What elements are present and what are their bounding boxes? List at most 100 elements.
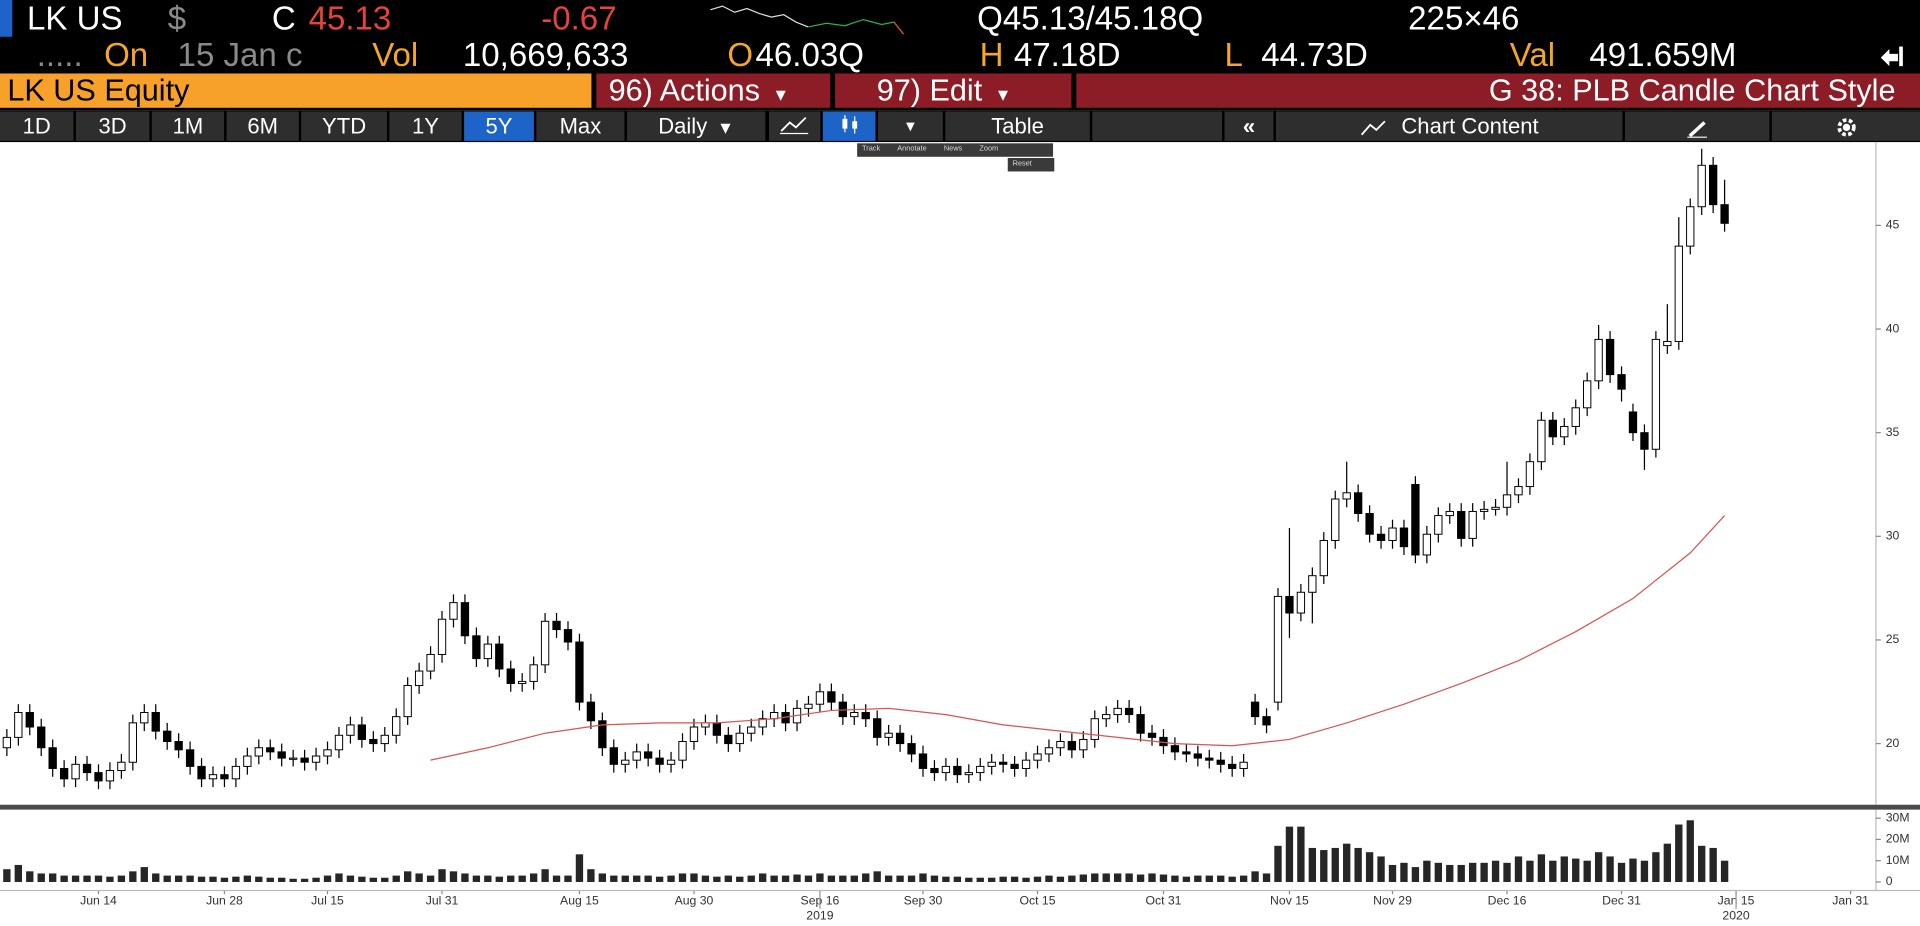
range-button[interactable]: 3D <box>75 111 150 141</box>
chart: 20 25 30 35 40 45 Jun 14 Jun 28 Jul 15 Jul 31 Aug … <box>0 142 1920 922</box>
collapse-button[interactable]: « <box>1224 111 1274 141</box>
volume-bar <box>1136 874 1145 882</box>
candle-body <box>1411 484 1420 556</box>
candle-body <box>689 726 699 743</box>
security-box[interactable]: LK US Equity <box>0 73 592 108</box>
candle-body <box>1090 718 1099 740</box>
chart-type-dropdown[interactable]: ▼ <box>877 111 943 141</box>
volume-bar <box>919 873 927 882</box>
volume-bar <box>335 873 343 882</box>
volume-bar <box>472 875 481 882</box>
panel-separator <box>0 804 1920 810</box>
dots: ..... <box>36 36 83 74</box>
x-tick-label: Aug 30 <box>675 894 714 908</box>
range-button[interactable]: Max <box>536 111 625 141</box>
content-icon <box>1361 120 1387 136</box>
volume-bar <box>541 869 549 882</box>
candle-body <box>1605 338 1615 376</box>
candle-body <box>529 664 538 682</box>
volume-bar <box>1411 867 1420 882</box>
candle-body <box>1124 707 1134 716</box>
candle-body <box>174 741 183 751</box>
line-chart-button[interactable] <box>768 111 821 141</box>
volume-bar <box>1010 876 1019 882</box>
settings-button[interactable] <box>1771 111 1920 141</box>
chart-content-button[interactable]: Chart Content <box>1275 111 1623 141</box>
vol-label: Vol <box>372 36 419 74</box>
volume-bar <box>232 876 240 882</box>
volume-bar <box>816 873 824 882</box>
candle-body <box>208 774 218 780</box>
candle-body <box>220 774 229 780</box>
candle-body <box>277 751 286 759</box>
price-change: -0.67 <box>541 0 617 37</box>
candle-body <box>1548 419 1557 438</box>
range-button[interactable]: 6M <box>226 111 299 141</box>
volume-bar <box>1549 860 1557 882</box>
volume-bar <box>747 875 755 882</box>
candle-body <box>1514 486 1523 496</box>
candle-body <box>105 770 115 782</box>
frequency-button[interactable]: Daily ▼ <box>626 111 766 141</box>
volume-bar <box>1457 864 1465 882</box>
volume-bar <box>552 875 561 882</box>
popup-item[interactable]: Annotate <box>897 145 927 154</box>
candle-body <box>827 691 836 703</box>
candle-body <box>82 763 92 774</box>
candle-body <box>14 712 23 738</box>
x-tick-label: Oct 15 <box>1019 894 1055 908</box>
candle-chart-button[interactable] <box>822 111 876 141</box>
range-button[interactable]: 5Y <box>464 111 534 141</box>
volume-bar <box>804 875 813 882</box>
chart-content-label: Chart Content <box>1401 113 1539 139</box>
actions-menu[interactable]: 96) Actions ▼ <box>596 73 831 108</box>
volume-bar <box>163 875 171 882</box>
candle-body <box>1502 494 1512 508</box>
candle-body <box>37 726 46 749</box>
range-button[interactable]: YTD <box>301 111 387 141</box>
moving-average <box>430 515 1726 761</box>
range-button[interactable]: 1D <box>0 111 74 141</box>
volume-bar <box>1297 826 1305 882</box>
candle-body <box>1594 338 1603 382</box>
volume-bar <box>1629 858 1637 882</box>
y-tick-label: 0 <box>1886 874 1893 888</box>
popup-item[interactable]: Zoom <box>979 145 999 154</box>
volume-bar <box>174 875 183 882</box>
candle-body <box>71 763 80 780</box>
popup-item[interactable]: News <box>943 145 963 154</box>
candle-body <box>323 749 332 757</box>
candle-body <box>1457 510 1466 539</box>
volume-bar <box>1434 862 1442 882</box>
volume-bar <box>1022 877 1030 882</box>
candle-body <box>437 618 447 655</box>
sparkline <box>710 5 905 35</box>
volume-bar <box>827 875 836 882</box>
candle-body <box>1136 714 1145 734</box>
volume-bar <box>896 875 904 882</box>
candle-body <box>311 755 321 763</box>
candle-body <box>655 757 664 765</box>
volume-bar <box>14 864 22 882</box>
volume-bar <box>449 871 458 882</box>
volume-bar <box>1320 850 1328 882</box>
candle-body <box>231 765 241 780</box>
candle-body <box>953 765 962 776</box>
x-tick-label: Nov 15 <box>1270 894 1309 908</box>
volume-bar <box>197 876 206 882</box>
export-icon[interactable] <box>1876 40 1905 69</box>
y-tick-label: 35 <box>1886 425 1900 439</box>
popup-item[interactable]: Track <box>862 145 881 154</box>
edit-menu[interactable]: 97) Edit ▼ <box>835 73 1072 108</box>
volume-bar <box>94 875 103 882</box>
volume-bar <box>633 875 641 882</box>
range-button[interactable]: 1M <box>151 111 225 141</box>
candle-body <box>1628 411 1638 434</box>
reset-button[interactable]: Reset <box>1007 158 1055 172</box>
candle-body <box>1010 763 1019 769</box>
range-button[interactable]: 1Y <box>389 111 462 141</box>
table-button[interactable]: Table <box>945 111 1090 141</box>
volume-bar <box>1526 860 1534 882</box>
volume-bar <box>461 873 469 882</box>
edit-button[interactable] <box>1624 111 1770 141</box>
